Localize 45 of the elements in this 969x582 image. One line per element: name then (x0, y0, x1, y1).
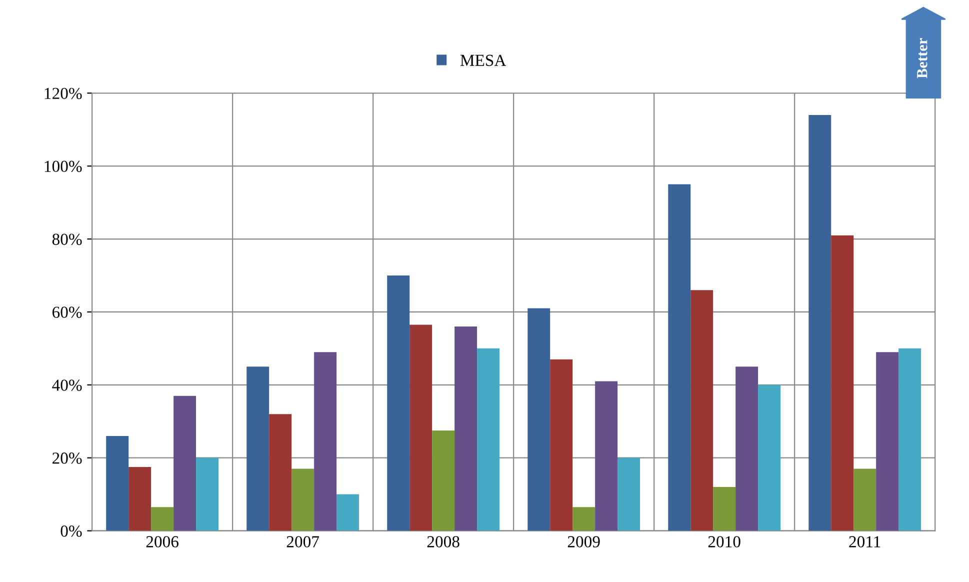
y-tick-label: 0% (60, 525, 82, 537)
bar (477, 348, 500, 531)
bar (336, 494, 360, 531)
bar (410, 324, 432, 531)
bar (174, 396, 196, 531)
bar (196, 458, 219, 531)
bar (550, 359, 573, 531)
bar (854, 468, 876, 531)
bar (713, 487, 736, 531)
y-tick-label: 100% (44, 160, 82, 172)
bar (432, 430, 455, 531)
bar (128, 466, 152, 531)
bar (736, 366, 758, 531)
bar (269, 414, 292, 531)
legend-label: MESA (460, 54, 506, 66)
y-tick-label: 20% (52, 452, 82, 464)
text: Better (917, 38, 928, 78)
bar (454, 326, 478, 531)
bar (831, 235, 854, 531)
x-tick-label: 2011 (849, 536, 880, 548)
bar (595, 381, 618, 531)
bar (808, 115, 832, 531)
y-tick-label: 80% (52, 234, 82, 246)
x-tick-label: 2007 (286, 536, 319, 548)
x-tick-label: 2008 (427, 536, 460, 548)
bar (314, 352, 337, 531)
x-tick-label: 2009 (568, 536, 600, 548)
bar (876, 352, 899, 531)
bar (668, 184, 691, 531)
bar (572, 507, 596, 531)
y-tick-label: 60% (52, 306, 82, 318)
bar (618, 458, 640, 531)
x-tick-label: 2010 (708, 536, 740, 548)
bar (387, 275, 410, 531)
bar (106, 436, 129, 531)
bar (690, 290, 714, 531)
bar (246, 366, 270, 531)
bar (528, 308, 550, 531)
bar (758, 384, 781, 531)
bar (292, 468, 314, 531)
y-tick-label: 40% (52, 380, 82, 391)
y-tick-label: 120% (44, 88, 82, 100)
x-tick-label: 2006 (146, 536, 178, 548)
bar (898, 348, 922, 531)
bar (151, 507, 174, 531)
